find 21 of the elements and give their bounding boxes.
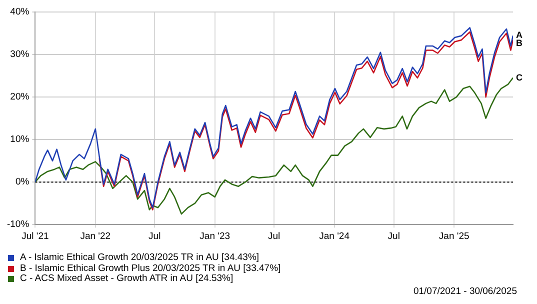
x-tick-label: Jan '22 <box>80 230 111 242</box>
legend-label: B - Islamic Ethical Growth Plus 20/03/2025 TR in AU [33.47%] <box>20 262 281 274</box>
y-tick-label: 40% <box>10 6 30 18</box>
text: 01/07/2021 - 30/06/2025 <box>413 286 517 297</box>
x-tick-label: Jul <box>148 230 161 242</box>
x-tick-label: Jul <box>388 230 400 242</box>
x-tick-label: Jul '21 <box>22 230 49 242</box>
x-tick-label: Jan '25 <box>438 230 470 242</box>
y-tick-label: 20% <box>10 92 30 103</box>
x-tick-label: Jan '24 <box>319 230 350 242</box>
y-tick-label: -10% <box>6 219 30 230</box>
y-tick-label: 0% <box>15 176 30 188</box>
legend-label: C - ACS Mixed Asset - Growth ATR in AU [24.53%] <box>20 273 234 284</box>
annotation: A <box>516 30 523 40</box>
y-tick-label: 30% <box>10 49 30 60</box>
y-tick-label: 10% <box>10 134 30 146</box>
annotation: B <box>516 38 523 48</box>
x-tick-label: Jul <box>268 230 280 242</box>
legend-label: A - Islamic Ethical Growth 20/03/2025 TR in AU [34.43%] <box>20 252 260 264</box>
annotation: C <box>516 72 523 82</box>
x-tick-label: Jan '23 <box>200 230 230 242</box>
